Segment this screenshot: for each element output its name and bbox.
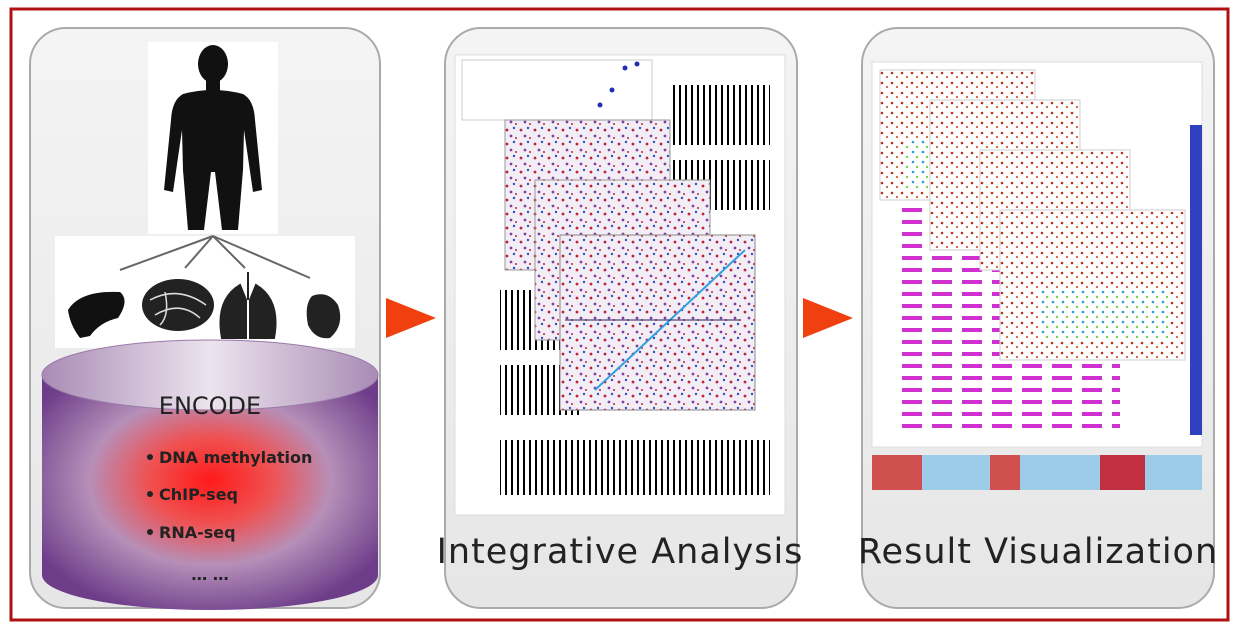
bullet-item: ChIP-seq [159,485,238,504]
diagram: ENCODE DNA methylation ChIP-seq RNA-seq … [0,0,1239,629]
bullet-item: RNA-seq [159,523,236,542]
arrow [803,298,853,338]
visualization-figures [872,62,1202,490]
brain-icon [142,279,214,331]
arrow [386,298,436,338]
bullet-item: … … [191,565,229,584]
analysis-figures [455,55,785,515]
bullet-item: DNA methylation [159,448,312,467]
panel-caption: Integrative Analysis [437,532,804,572]
bullet-dot [147,491,153,497]
bullet-dot [147,529,153,535]
panel-caption: Result Visualization [858,532,1218,572]
page: {"panels": [ {"cylinder": {"title": "ENC… [0,0,1239,629]
cylinder-title: ENCODE [159,392,261,420]
bullet-dot [147,454,153,460]
